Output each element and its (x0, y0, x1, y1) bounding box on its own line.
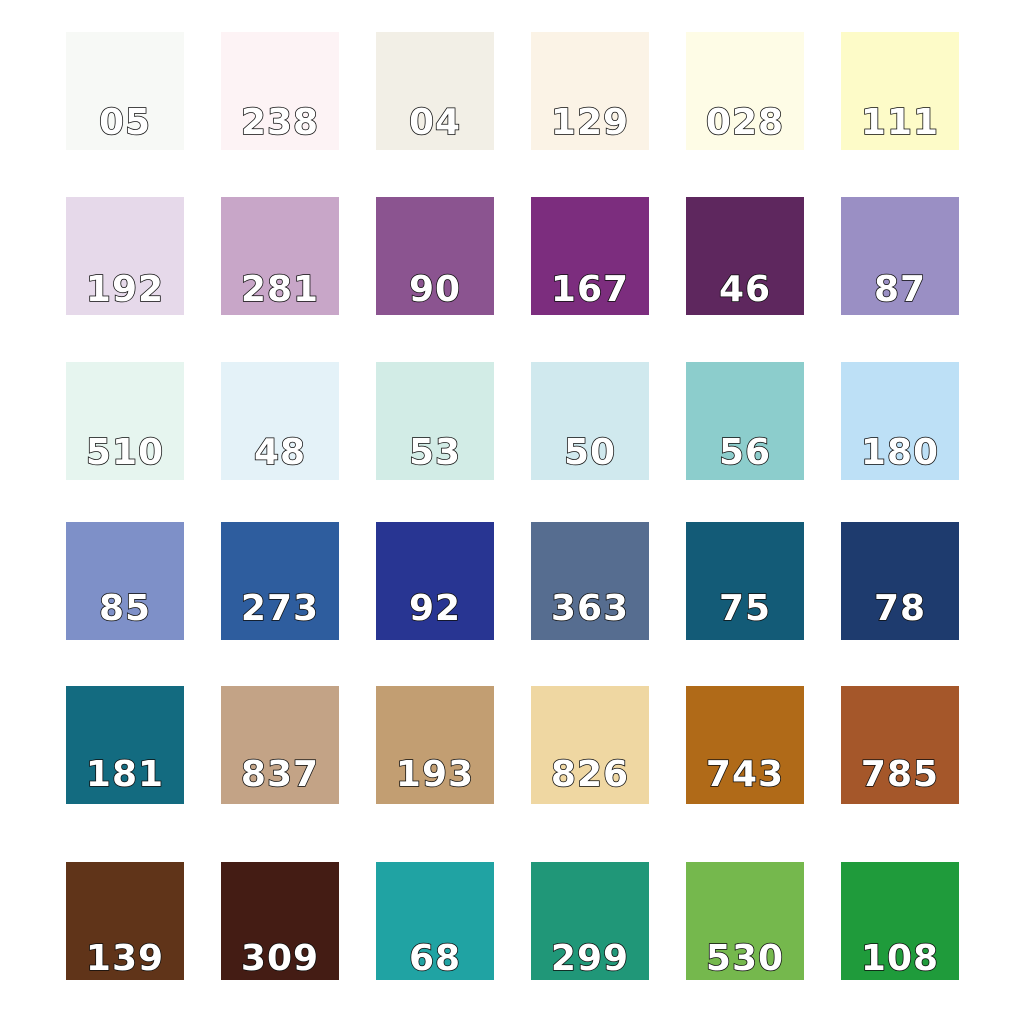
color-swatch: 837 (221, 686, 339, 804)
swatch-code-label: 87 (873, 268, 927, 311)
color-swatch: 192 (66, 197, 184, 315)
color-swatch: 273 (221, 522, 339, 640)
color-swatch: 363 (531, 522, 649, 640)
color-swatch: 50 (531, 362, 649, 480)
color-swatch: 90 (376, 197, 494, 315)
color-swatch: 108 (841, 862, 959, 980)
color-swatch: 309 (221, 862, 339, 980)
swatch-code-label: 238 (240, 101, 320, 144)
swatch-code-label: 53 (408, 431, 462, 474)
swatch-code-label: 837 (240, 753, 320, 796)
swatch-code-label: 309 (240, 937, 320, 980)
color-swatch: 46 (686, 197, 804, 315)
swatch-code-label: 281 (240, 268, 320, 311)
color-swatch: 743 (686, 686, 804, 804)
swatch-code-label: 75 (718, 587, 772, 630)
swatch-code-label: 85 (98, 587, 152, 630)
swatch-code-label: 180 (860, 431, 940, 474)
color-swatch: 87 (841, 197, 959, 315)
swatch-code-label: 68 (408, 937, 462, 980)
swatch-code-label: 510 (85, 431, 165, 474)
color-swatch: 167 (531, 197, 649, 315)
swatch-code-label: 192 (85, 268, 165, 311)
color-swatch: 826 (531, 686, 649, 804)
color-swatch: 281 (221, 197, 339, 315)
swatch-code-label: 743 (705, 753, 785, 796)
swatch-code-label: 028 (705, 101, 785, 144)
color-swatch: 181 (66, 686, 184, 804)
swatch-code-label: 530 (705, 937, 785, 980)
color-swatch: 180 (841, 362, 959, 480)
swatch-code-label: 56 (718, 431, 772, 474)
color-swatch: 530 (686, 862, 804, 980)
swatch-code-label: 111 (860, 101, 940, 144)
color-swatch: 56 (686, 362, 804, 480)
swatch-code-label: 48 (253, 431, 307, 474)
swatch-code-label: 92 (408, 587, 462, 630)
swatch-code-label: 04 (408, 101, 462, 144)
swatch-code-label: 129 (550, 101, 630, 144)
swatch-code-label: 299 (550, 937, 630, 980)
color-swatch: 238 (221, 32, 339, 150)
swatch-code-label: 05 (98, 101, 152, 144)
color-swatch: 139 (66, 862, 184, 980)
color-swatch: 785 (841, 686, 959, 804)
color-swatch: 75 (686, 522, 804, 640)
swatch-code-label: 273 (240, 587, 320, 630)
color-swatch: 48 (221, 362, 339, 480)
color-swatch: 299 (531, 862, 649, 980)
color-swatch: 92 (376, 522, 494, 640)
swatch-code-label: 167 (550, 268, 630, 311)
swatch-code-label: 785 (860, 753, 940, 796)
color-swatch: 129 (531, 32, 649, 150)
color-swatch: 05 (66, 32, 184, 150)
color-swatch: 193 (376, 686, 494, 804)
swatch-code-label: 90 (408, 268, 462, 311)
color-swatch: 04 (376, 32, 494, 150)
swatch-code-label: 78 (873, 587, 927, 630)
swatch-code-label: 46 (718, 268, 772, 311)
color-swatch: 78 (841, 522, 959, 640)
color-swatch: 028 (686, 32, 804, 150)
color-swatch: 111 (841, 32, 959, 150)
swatch-code-label: 193 (395, 753, 475, 796)
swatch-code-label: 826 (550, 753, 630, 796)
swatch-code-label: 139 (85, 937, 165, 980)
swatch-code-label: 50 (563, 431, 617, 474)
swatch-code-label: 108 (860, 937, 940, 980)
swatch-code-label: 363 (550, 587, 630, 630)
color-swatch: 53 (376, 362, 494, 480)
color-swatch: 85 (66, 522, 184, 640)
color-swatch: 510 (66, 362, 184, 480)
swatch-code-label: 181 (85, 753, 165, 796)
color-swatch: 68 (376, 862, 494, 980)
